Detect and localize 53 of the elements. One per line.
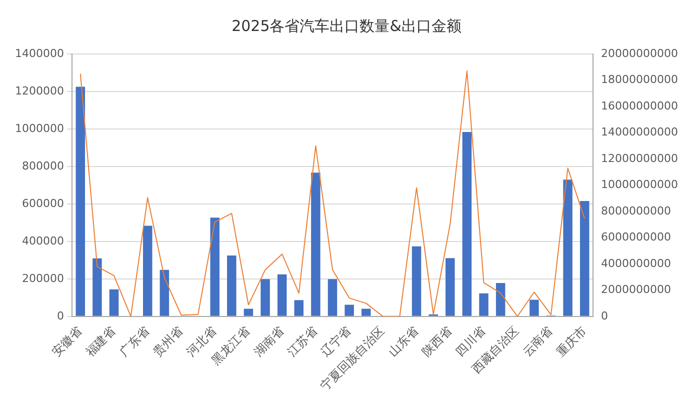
y-tick-label: 200000 bbox=[22, 272, 64, 285]
bar bbox=[311, 172, 320, 316]
y-tick-label: 600000 bbox=[22, 196, 64, 210]
y2-tick-label: 20000000000 bbox=[601, 46, 678, 60]
x-tick-label: 安徽省 bbox=[49, 324, 85, 360]
x-tick-label: 广东省 bbox=[116, 324, 152, 360]
bar bbox=[277, 274, 287, 316]
x-tick-label: 陕西省 bbox=[419, 324, 454, 360]
x-tick-label: 湖南省 bbox=[251, 324, 286, 360]
x-tick-label: 云南省 bbox=[520, 324, 556, 360]
x-tick-label: 江苏省 bbox=[284, 324, 320, 360]
y-tick-label: 400000 bbox=[22, 234, 64, 248]
bar bbox=[462, 132, 472, 316]
chart-title: 2025各省汽车出口数量&出口金额 bbox=[232, 16, 462, 35]
bar bbox=[260, 279, 270, 316]
bar bbox=[227, 256, 236, 316]
bar bbox=[109, 289, 119, 316]
bar bbox=[210, 218, 220, 316]
y2-tick-label: 2000000000 bbox=[601, 283, 672, 296]
bar bbox=[160, 270, 170, 316]
bar bbox=[563, 180, 572, 316]
bar bbox=[446, 258, 455, 316]
y-tick-label: 0 bbox=[56, 309, 64, 322]
x-tick-label: 山东省 bbox=[386, 324, 421, 360]
y-tick-label: 1400000 bbox=[14, 46, 64, 60]
bar bbox=[361, 308, 371, 316]
bar bbox=[580, 200, 590, 316]
y2-tick-label: 8000000000 bbox=[601, 204, 672, 218]
bar bbox=[530, 300, 539, 316]
bar bbox=[143, 226, 152, 316]
bar bbox=[328, 279, 338, 316]
y-tick-label: 800000 bbox=[22, 159, 64, 172]
y2-tick-label: 18000000000 bbox=[601, 73, 678, 86]
y2-tick-label: 6000000000 bbox=[601, 230, 672, 244]
y-tick-label: 1000000 bbox=[14, 122, 64, 135]
bar bbox=[244, 308, 254, 316]
x-tick-label: 重庆市 bbox=[554, 324, 589, 360]
bar bbox=[479, 293, 488, 316]
bar bbox=[496, 283, 506, 316]
y2-tick-label: 14000000000 bbox=[601, 126, 678, 139]
y2-tick-label: 12000000000 bbox=[601, 152, 678, 165]
y2-tick-label: 10000000000 bbox=[601, 178, 678, 192]
bar bbox=[344, 304, 354, 316]
y-tick-label: 1200000 bbox=[14, 84, 64, 98]
x-tick-label: 贵州省 bbox=[150, 324, 186, 360]
bar bbox=[294, 300, 304, 316]
bar bbox=[76, 86, 86, 316]
bar bbox=[412, 246, 422, 316]
x-tick-label: 福建省 bbox=[82, 324, 118, 360]
y2-tick-label: 4000000000 bbox=[601, 256, 672, 270]
y2-tick-label: 16000000000 bbox=[601, 99, 678, 112]
y2-tick-label: 0 bbox=[601, 309, 608, 322]
bar bbox=[92, 258, 102, 316]
